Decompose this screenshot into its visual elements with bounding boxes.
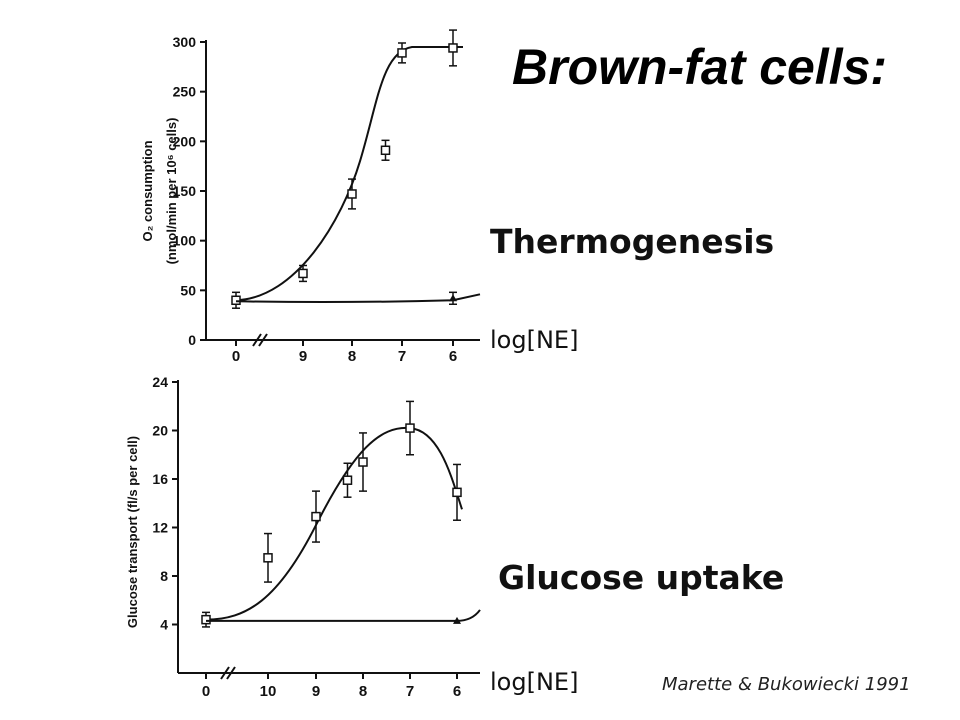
y-tick-label: 100	[173, 233, 197, 249]
data-point	[448, 43, 458, 53]
y-tick-label: 200	[173, 133, 197, 149]
y-axis-title: O₂ consumption	[140, 140, 155, 241]
bottom-xaxis-label: log[NE]	[490, 668, 579, 696]
data-point	[453, 616, 461, 624]
x-tick-label: 7	[406, 683, 414, 700]
data-point	[298, 268, 308, 279]
data-point	[397, 48, 407, 58]
y-axis-title-units: (nmol/min per 10⁶ cells)	[164, 118, 179, 265]
data-point	[452, 487, 462, 498]
slide-title: Brown-fat cells:	[512, 39, 888, 95]
thermogenesis-label: Thermogenesis	[490, 222, 775, 261]
y-tick-label: 8	[160, 568, 168, 584]
data-point	[311, 511, 321, 522]
y-tick-label: 12	[152, 520, 168, 536]
series-curve	[235, 293, 481, 304]
series-curve	[235, 45, 463, 302]
y-tick-label: 16	[152, 471, 168, 487]
x-tick-label: 8	[359, 683, 367, 700]
y-tick-label: 20	[152, 423, 168, 439]
chart-glucose: 4 8 12 16 20 24 0 10 9 8 7 6 Glucose transport (fl/s…	[125, 374, 481, 700]
x-tick-label: 0	[232, 348, 240, 365]
citation: Marette & Bukowiecki 1991	[662, 674, 911, 695]
series-curve	[206, 609, 481, 622]
x-tick-label: 9	[299, 348, 307, 365]
data-point	[201, 614, 211, 625]
x-axis-break	[226, 666, 236, 680]
x-tick-label: 6	[449, 348, 457, 365]
x-axis-break	[258, 333, 268, 347]
glucose-uptake-label: Glucose uptake	[498, 558, 785, 597]
data-point	[358, 457, 368, 467]
x-tick-label: 8	[348, 348, 356, 365]
series-curve	[205, 426, 463, 621]
data-point	[347, 189, 357, 199]
y-tick-label: 24	[152, 374, 168, 390]
data-point	[342, 475, 353, 485]
data-point	[449, 294, 457, 302]
x-tick-label: 9	[312, 683, 320, 700]
chart-thermogenesis: 0 50 100 150 200 250 300 0 9 8 7 6 O₂ consumption (nm…	[140, 29, 481, 365]
x-axis-break	[252, 333, 262, 347]
y-tick-label: 150	[173, 183, 197, 199]
data-point	[405, 423, 415, 433]
data-point	[263, 553, 273, 563]
data-point	[231, 295, 241, 306]
x-tick-label: 0	[202, 683, 210, 700]
x-axis-break	[220, 666, 230, 680]
y-tick-label: 4	[160, 617, 168, 633]
x-tick-label: 7	[398, 348, 406, 365]
y-tick-label: 50	[180, 282, 196, 298]
top-xaxis-label: log[NE]	[490, 326, 579, 354]
y-tick-label: 0	[188, 332, 196, 348]
y-axis-title: Glucose transport (fl/s per cell)	[125, 436, 140, 628]
x-tick-label: 6	[453, 683, 461, 700]
y-tick-label: 250	[173, 84, 197, 100]
x-tick-label: 10	[260, 683, 277, 700]
data-point	[380, 145, 391, 156]
y-tick-label: 300	[173, 34, 197, 50]
